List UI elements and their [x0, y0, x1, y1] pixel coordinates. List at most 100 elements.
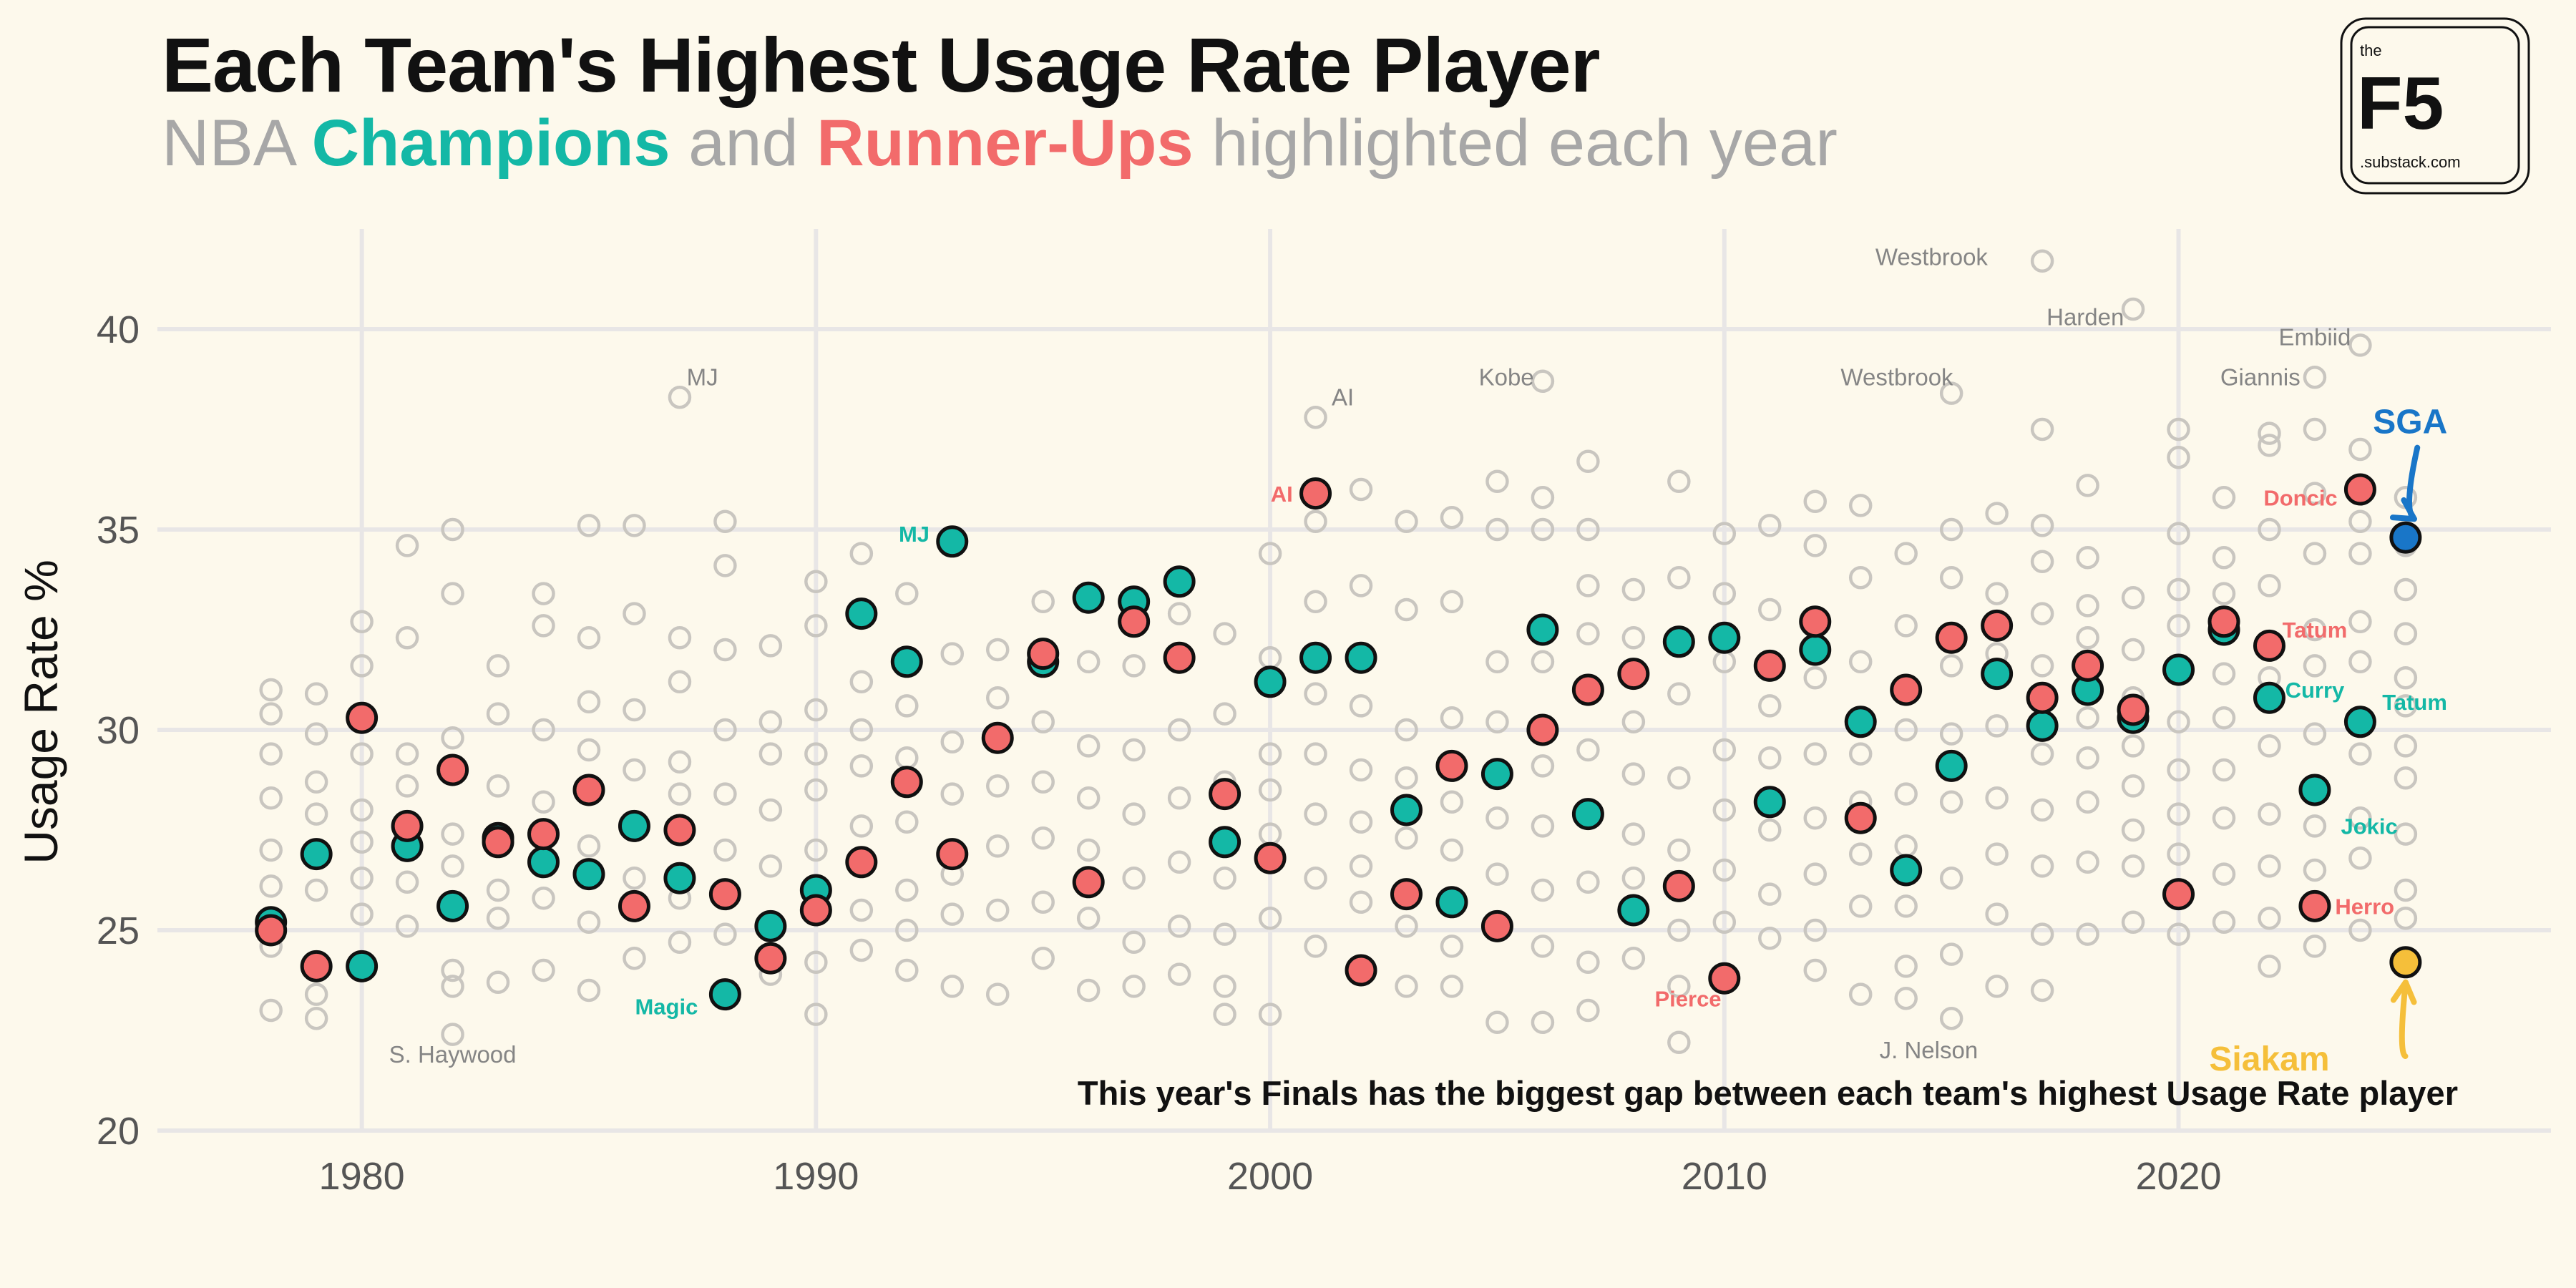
other-team-point — [1803, 489, 1827, 514]
runner-point — [346, 701, 379, 734]
other-team-point — [1758, 882, 1782, 906]
player-label: Tatum — [2283, 618, 2348, 643]
other-team-point — [1440, 790, 1464, 814]
other-team-point — [2030, 417, 2054, 441]
y-tick-label: 35 — [97, 509, 140, 552]
other-team-point — [849, 542, 874, 565]
other-team-point — [1258, 778, 1282, 802]
other-team-point — [1440, 505, 1464, 530]
runner-point — [1435, 749, 1468, 782]
other-team-point — [2076, 474, 2099, 497]
other-team-point — [713, 638, 737, 662]
finals-team-points — [255, 473, 2422, 1011]
other-team-point — [2167, 417, 2190, 441]
finals-note: This year's Finals has the biggest gap b… — [1078, 1074, 2458, 1112]
other-team-point — [2076, 594, 2099, 618]
other-team-point — [2121, 734, 2145, 758]
other-team-point — [1304, 802, 1327, 826]
other-team-point — [1712, 858, 1737, 882]
subtitle-runner-ups: Runner-Ups — [816, 107, 1194, 180]
champion-point — [1299, 641, 1332, 674]
other-team-point — [1440, 706, 1464, 730]
runner-point — [2298, 889, 2331, 922]
other-team-point — [895, 694, 919, 718]
other-team-point — [1531, 650, 1555, 674]
other-team-point — [2212, 485, 2236, 509]
other-team-point — [259, 786, 283, 810]
champion-point — [1254, 665, 1287, 698]
other-team-point — [1985, 842, 2009, 866]
other-team-point — [2030, 514, 2054, 537]
other-team-point — [940, 902, 965, 926]
other-team-point — [486, 702, 510, 726]
champion-point — [1480, 758, 1513, 791]
player-label: AI — [1332, 384, 1354, 410]
other-team-point — [1939, 654, 1963, 678]
other-team-point — [2303, 814, 2327, 838]
other-team-point — [985, 898, 1010, 922]
other-team-point — [2394, 665, 2418, 690]
other-team-point — [1985, 582, 2009, 605]
player-label: Tatum — [2382, 690, 2447, 715]
other-team-point — [2167, 710, 2190, 734]
other-team-point — [350, 610, 374, 634]
player-label: Westbrook — [1840, 364, 1953, 390]
other-team-point — [486, 774, 510, 798]
y-tick-label: 40 — [97, 308, 140, 351]
other-team-point — [577, 690, 601, 714]
runner-point — [391, 809, 424, 842]
subtitle-middle: and — [670, 107, 817, 180]
other-team-point — [1621, 762, 1646, 786]
subtitle-suffix: highlighted each year — [1193, 107, 1838, 180]
player-label: Herro — [2335, 894, 2394, 919]
runner-point — [1708, 962, 1741, 995]
other-team-point — [1485, 862, 1509, 886]
champion-point — [1209, 826, 1241, 859]
other-team-point — [985, 638, 1010, 662]
runner-point — [845, 846, 878, 879]
other-team-point — [804, 1002, 828, 1026]
logo-f5: F5 — [2357, 62, 2444, 145]
champion-point — [1345, 641, 1377, 674]
other-team-point — [1848, 842, 1873, 866]
other-team-point — [1258, 542, 1282, 565]
other-team-point — [2076, 625, 2099, 650]
runner-point — [1299, 477, 1332, 510]
runner-point — [527, 818, 560, 851]
other-team-point — [2076, 746, 2099, 770]
other-team-point — [486, 970, 510, 995]
other-team-point — [2394, 822, 2418, 846]
player-label: Embiid — [2279, 323, 2351, 350]
other-team-point — [1667, 838, 1691, 862]
other-team-point — [1395, 509, 1418, 534]
other-team-point — [1076, 978, 1101, 1002]
runner-point — [1027, 638, 1060, 670]
runner-point — [255, 914, 288, 947]
runner-point — [2343, 473, 2376, 506]
player-label: MJ — [687, 364, 718, 390]
runner-point — [754, 942, 787, 975]
other-team-point — [1712, 798, 1737, 822]
other-team-point — [1531, 814, 1555, 838]
other-team-point — [1985, 975, 2009, 998]
other-team-point — [985, 834, 1010, 858]
other-team-point — [2258, 906, 2281, 930]
player-label: S. Haywood — [389, 1041, 517, 1068]
other-team-point — [1076, 786, 1101, 810]
other-team-point — [304, 982, 328, 1006]
x-tick-label: 1980 — [319, 1155, 405, 1198]
other-team-point — [2121, 297, 2145, 321]
other-team-point — [304, 802, 328, 826]
other-team-point — [2348, 542, 2372, 565]
other-team-point — [1304, 509, 1327, 534]
other-team-point — [1894, 718, 1918, 742]
other-team-point — [895, 878, 919, 902]
other-team-point — [713, 782, 737, 806]
other-team-point — [1485, 469, 1509, 494]
other-team-point — [1894, 614, 1918, 638]
player-label: Westbrook — [1875, 243, 1989, 270]
runner-point — [1844, 801, 1877, 834]
champion-point — [2162, 653, 2195, 686]
other-team-point — [1440, 590, 1464, 614]
champion-point — [1890, 854, 1923, 887]
